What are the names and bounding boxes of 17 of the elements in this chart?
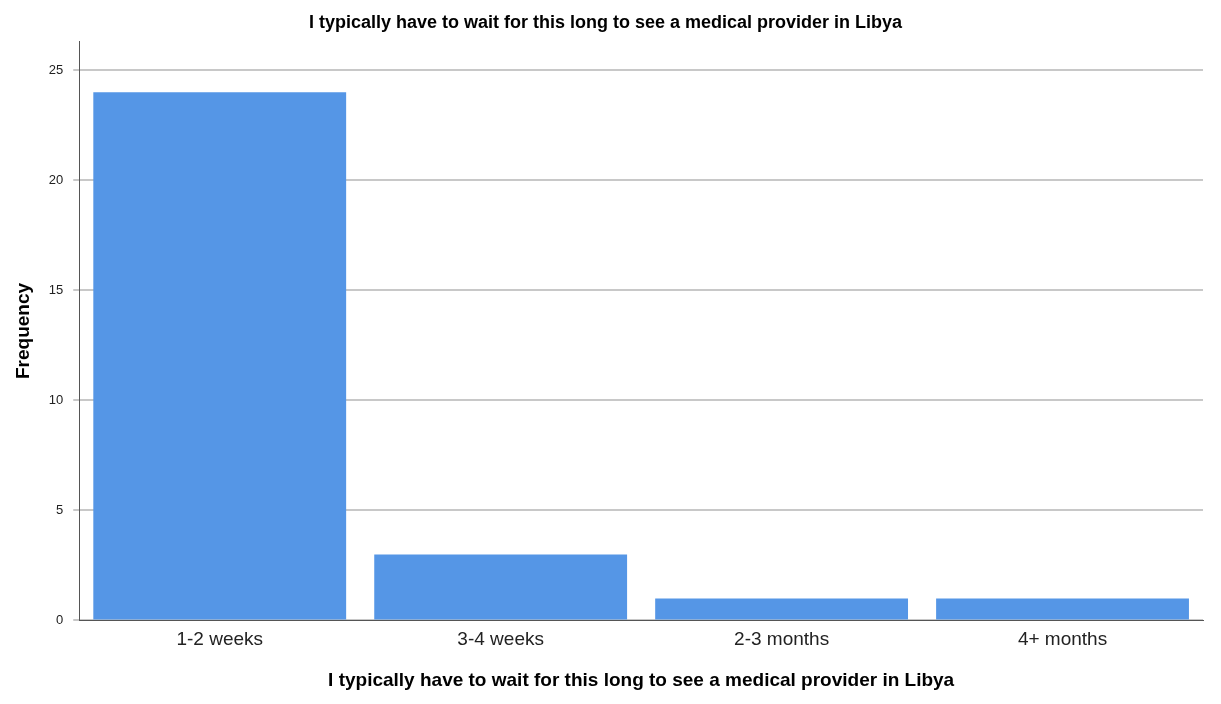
y-tick-label: 0 [56, 611, 64, 627]
y-tick-label: 10 [48, 391, 64, 407]
bar [936, 598, 1189, 620]
bar [93, 92, 347, 620]
bar [374, 554, 628, 620]
x-tick-label: 4+ months [1017, 628, 1108, 650]
y-tick-label: 20 [48, 171, 64, 187]
x-axis-title: I typically have to wait for this long to see a medical provider in Libya [328, 668, 955, 690]
y-tick-label: 25 [48, 61, 64, 77]
x-tick-label: 2-3 months [734, 628, 830, 650]
y-axis-title: Frequency [11, 282, 33, 380]
y-tick-label: 5 [56, 501, 64, 517]
x-tick-label: 1-2 weeks [176, 628, 264, 650]
bar [655, 598, 909, 620]
y-tick-label: 15 [48, 281, 64, 297]
chart-title: I typically have to wait for this long to see a medical provider in Libya [308, 11, 904, 32]
x-tick-label: 3-4 weeks [457, 628, 544, 650]
